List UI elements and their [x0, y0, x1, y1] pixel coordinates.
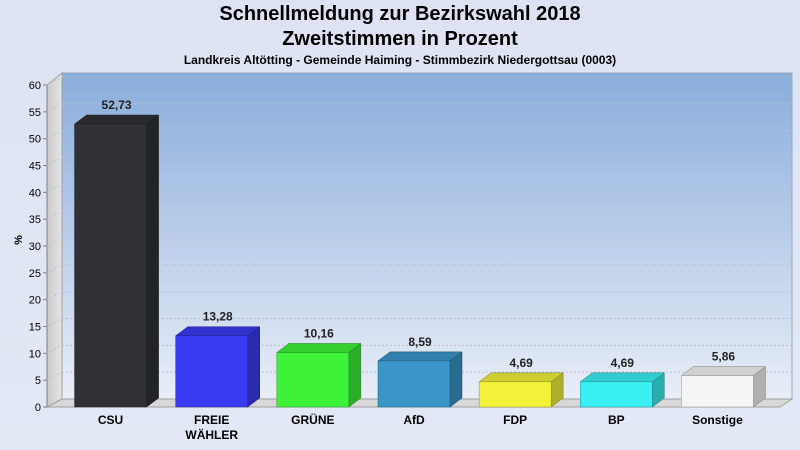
bar-value-label: 5,86 [712, 350, 736, 364]
x-tick-label: FREIE [194, 413, 229, 427]
gridline-side [46, 183, 63, 193]
bar-value-label: 13,28 [203, 310, 233, 324]
x-tick-label: WÄHLER [185, 427, 238, 442]
bar-side [348, 342, 362, 408]
bar-front [74, 123, 147, 408]
bar [377, 351, 463, 408]
x-tick-label: GRÜNE [291, 412, 334, 427]
bar-front [377, 360, 451, 408]
bar-top [174, 326, 261, 336]
bar-top [377, 351, 463, 362]
y-axis-label: % [13, 235, 25, 245]
x-tick-label: FDP [503, 413, 527, 427]
bar [478, 372, 564, 408]
bar-value-label: 10,16 [304, 326, 334, 340]
y-tick-label: 15 [29, 322, 41, 334]
y-tick-label: 10 [29, 348, 41, 360]
chart-subtitle: Landkreis Altötting - Gemeinde Haiming -… [183, 53, 617, 67]
bar-front [681, 375, 754, 408]
y-tick-label: 25 [29, 268, 41, 280]
bar-front [580, 381, 653, 408]
gridline-side [46, 264, 63, 274]
bar-top [478, 372, 564, 383]
bar-side [449, 351, 463, 408]
y-tick-label: 50 [29, 134, 41, 146]
plot-side-wall [46, 71, 63, 408]
bar-side [146, 114, 159, 408]
bar-value-label: 4,69 [509, 356, 533, 370]
x-tick-label: CSU [98, 413, 123, 427]
bar-front [175, 335, 248, 408]
gridline-side [46, 76, 63, 86]
bar-top [73, 114, 160, 125]
bar-front [276, 352, 350, 408]
bar [680, 366, 767, 408]
bar [174, 326, 261, 408]
y-tick-label: 45 [29, 161, 41, 173]
bar-top [276, 343, 362, 353]
y-tick-label: 60 [29, 80, 41, 92]
x-tick-label: Sonstige [692, 413, 743, 427]
bar-value-label: 52,73 [102, 98, 132, 112]
gridline-side [46, 318, 63, 327]
y-tick-label: 55 [29, 107, 41, 119]
gridline-side [46, 103, 63, 113]
bar-top [579, 372, 666, 383]
bar-side [247, 326, 260, 408]
bar-value-label: 8,59 [408, 335, 432, 349]
y-tick-label: 5 [35, 375, 41, 387]
bar-value-label: 4,69 [611, 356, 635, 370]
gridline-side [46, 157, 63, 166]
chart-title-line1: Schnellmeldung zur Bezirkswahl 2018 [219, 3, 581, 25]
y-tick-label: 20 [29, 295, 41, 307]
y-tick-label: 35 [29, 214, 41, 226]
bar-top [680, 366, 767, 376]
y-tick-label: 0 [35, 402, 41, 414]
x-tick-label: BP [608, 413, 625, 427]
gridline-side [46, 130, 63, 140]
gridline-side [46, 237, 63, 247]
bar [579, 372, 666, 408]
gridline-side [46, 344, 63, 354]
y-tick-label: 30 [29, 241, 41, 253]
bar [276, 342, 362, 408]
gridline-side [46, 371, 63, 381]
bar [73, 114, 160, 408]
bar-front [478, 381, 552, 408]
gridline-side [46, 210, 63, 220]
y-tick-label: 40 [29, 187, 41, 199]
x-tick-label: AfD [403, 413, 425, 427]
chart-title-line2: Zweitstimmen in Prozent [282, 28, 518, 50]
plot-back-wall [61, 72, 793, 400]
gridline-side [46, 291, 63, 301]
